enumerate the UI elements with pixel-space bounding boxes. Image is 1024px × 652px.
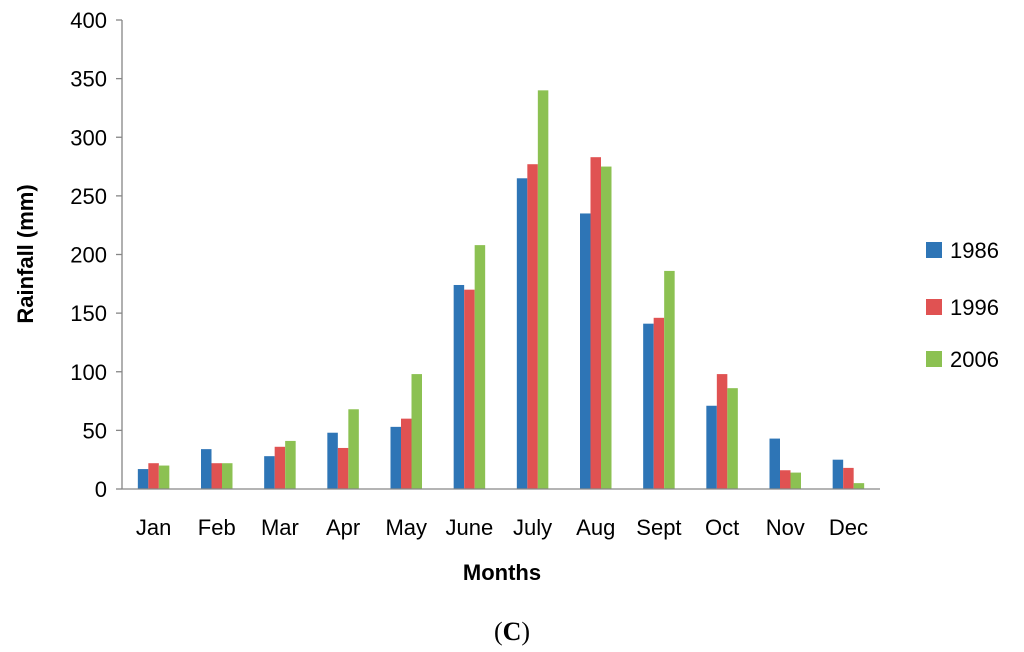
bar-2006-dec xyxy=(853,483,865,489)
bar-1986-apr xyxy=(327,432,338,489)
y-tick-label: 100 xyxy=(70,360,107,385)
bar-2006-june xyxy=(474,245,486,489)
y-tick-label: 250 xyxy=(70,184,107,209)
bar-1996-sept xyxy=(653,317,665,489)
x-tick-label: July xyxy=(513,515,552,540)
y-axis-title: Rainfall (mm) xyxy=(13,184,38,323)
bar-1986-mar xyxy=(264,456,275,489)
bar-2006-mar xyxy=(285,440,296,489)
y-tick-label: 150 xyxy=(70,301,107,326)
bar-1986-oct xyxy=(706,405,717,489)
y-tick-label: 200 xyxy=(70,243,107,268)
y-tick-label: 0 xyxy=(95,477,107,502)
y-tick-label: 50 xyxy=(83,418,107,443)
x-tick-label: June xyxy=(446,515,494,540)
bar-1996-june xyxy=(464,289,475,489)
bar-1996-mar xyxy=(274,446,286,489)
bar-1996-apr xyxy=(337,447,349,489)
panel-label-close: ) xyxy=(521,617,530,646)
bar-2006-sept xyxy=(664,270,675,489)
legend-swatch-1986 xyxy=(926,242,942,258)
bar-2006-july xyxy=(537,90,549,489)
y-tick-label: 400 xyxy=(70,8,107,33)
axes xyxy=(121,20,880,490)
bar-2006-aug xyxy=(601,166,612,489)
bar-2006-oct xyxy=(727,388,738,489)
x-tick-label: Sept xyxy=(636,515,681,540)
legend-swatch-1996 xyxy=(926,299,942,315)
legend: 1986 1996 2006 xyxy=(926,238,999,372)
x-tick-label: Dec xyxy=(829,515,868,540)
panel-label-open: ( xyxy=(494,617,503,646)
y-tick-label: 350 xyxy=(70,67,107,92)
bar-1986-july xyxy=(516,178,528,489)
legend-label-1986: 1986 xyxy=(950,238,999,263)
bar-1986-nov xyxy=(769,438,780,489)
x-tick-label: Aug xyxy=(576,515,615,540)
bar-1996-may xyxy=(401,418,412,489)
bar-1996-jan xyxy=(148,463,159,489)
bar-1996-dec xyxy=(843,467,854,489)
x-tick-label: Feb xyxy=(198,515,236,540)
y-tick-label: 300 xyxy=(70,125,107,150)
bar-2006-nov xyxy=(790,472,801,489)
bar-2006-may xyxy=(411,374,422,489)
panel-label: (C) xyxy=(494,617,530,646)
bar-1986-sept xyxy=(643,323,654,489)
legend-label-1996: 1996 xyxy=(950,295,999,320)
bar-1986-may xyxy=(390,426,401,489)
x-tick-label: Jan xyxy=(136,515,171,540)
x-tick-label: Apr xyxy=(326,515,360,540)
x-axis-title: Months xyxy=(463,560,541,585)
panel-label-letter: C xyxy=(503,617,522,646)
bar-1986-dec xyxy=(832,459,844,489)
x-tick-label: Mar xyxy=(261,515,299,540)
x-tick-label: Nov xyxy=(766,515,805,540)
y-axis-ticks: 0 50 100 150 200 250 300 350 400 xyxy=(70,8,122,502)
legend-swatch-2006 xyxy=(926,351,942,367)
x-tick-label: Oct xyxy=(705,515,739,540)
bar-1996-oct xyxy=(716,374,728,489)
bar-1986-june xyxy=(453,284,465,489)
bar-1986-aug xyxy=(580,213,591,489)
bar-1996-feb xyxy=(211,463,222,489)
bar-1996-nov xyxy=(780,470,791,489)
bar-2006-feb xyxy=(222,463,233,489)
bar-1996-aug xyxy=(590,157,601,489)
bar-1996-july xyxy=(527,164,538,489)
x-tick-label: May xyxy=(385,515,427,540)
x-axis-tick-labels: Jan Feb Mar Apr May June July Aug Sept Oct Nov Dec xyxy=(136,515,868,540)
bar-2006-jan xyxy=(158,465,170,489)
bars-group xyxy=(137,90,865,489)
bar-1986-jan xyxy=(137,469,149,489)
legend-label-2006: 2006 xyxy=(950,347,999,372)
bar-1986-feb xyxy=(201,449,212,489)
bar-2006-apr xyxy=(348,409,359,489)
